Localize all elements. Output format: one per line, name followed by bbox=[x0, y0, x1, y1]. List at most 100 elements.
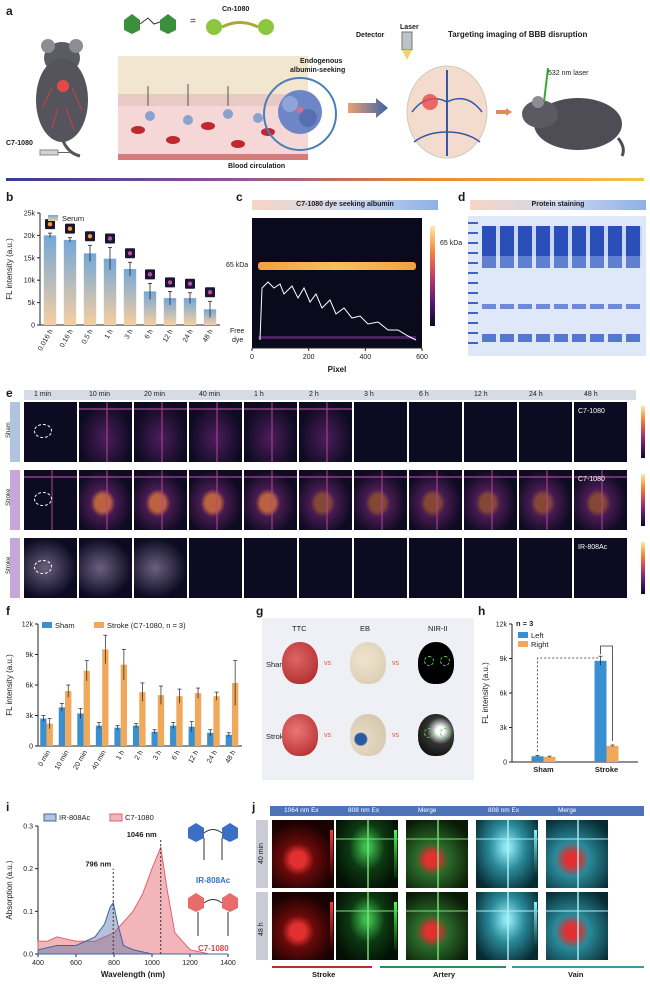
g-brain-image bbox=[282, 642, 318, 684]
h-ytick-label: 12k bbox=[496, 622, 508, 629]
b-ylabel: FL intensity (a.u.) bbox=[5, 238, 14, 300]
e-image-cell bbox=[79, 470, 132, 530]
panel-label-f: f bbox=[6, 604, 10, 618]
panel-label-i: i bbox=[6, 800, 10, 814]
f-xtick-label: 2 h bbox=[134, 749, 145, 761]
panel-d-title: Protein staining bbox=[470, 200, 646, 210]
detector-label: Detector bbox=[356, 32, 385, 39]
f-legend-swatch bbox=[42, 622, 52, 628]
panel-j-header bbox=[270, 806, 644, 816]
j-vessel-line bbox=[406, 910, 468, 912]
j-colorbar bbox=[394, 830, 397, 878]
e-vessel-line bbox=[600, 470, 603, 530]
c-xtick-label: 600 bbox=[416, 354, 428, 361]
f-ytick-label: 6k bbox=[26, 683, 34, 690]
e-image-cell bbox=[189, 402, 242, 462]
e-time-label: 10 min bbox=[89, 391, 111, 398]
j-image-cell bbox=[336, 892, 398, 960]
h-bar bbox=[606, 745, 619, 762]
g-brain-image bbox=[418, 714, 454, 756]
e-time-label: 40 min bbox=[199, 391, 221, 398]
e-time-label: 1 min bbox=[34, 391, 52, 398]
f-xtick-label: 24 h bbox=[206, 749, 219, 764]
f-bar bbox=[83, 670, 90, 746]
small-arrow-icon bbox=[496, 108, 512, 116]
ir808ac-structure-label: IR-808Ac bbox=[196, 876, 231, 885]
f-ytick-label: 9k bbox=[26, 652, 34, 659]
b-xtick-label: 0.016 h bbox=[37, 328, 55, 352]
b-thumb-dot bbox=[167, 280, 173, 285]
panel-label-d: d bbox=[458, 190, 466, 204]
g-brain-image bbox=[282, 714, 318, 756]
compound-cn-label: Cn-1080 bbox=[222, 6, 250, 13]
e-dye-label: IR-808Ac bbox=[578, 544, 608, 551]
b-thumb-dot bbox=[87, 234, 93, 239]
b-xtick-label: 24 h bbox=[182, 328, 195, 343]
i-series-area bbox=[37, 901, 228, 955]
mouse-illustration bbox=[36, 39, 88, 158]
i-xtick-label: 400 bbox=[32, 960, 44, 967]
e-roi-circle bbox=[34, 492, 52, 506]
i-legend-swatch bbox=[43, 813, 57, 822]
f-xtick-label: 10 min bbox=[54, 749, 71, 771]
g-brain-image bbox=[418, 642, 454, 684]
j-row-side-bar bbox=[256, 892, 268, 960]
f-ytick-label: 12k bbox=[22, 622, 34, 629]
h-legend-swatch bbox=[518, 632, 528, 638]
f-xtick-label: 3 h bbox=[152, 749, 163, 761]
f-bar bbox=[102, 649, 109, 746]
j-colorbar bbox=[330, 902, 333, 950]
b-xtick-label: 3 h bbox=[124, 328, 135, 340]
e-time-label: 20 min bbox=[144, 391, 166, 398]
i-xlabel: Wavelength (nm) bbox=[101, 970, 165, 979]
e-vessel-line bbox=[215, 470, 218, 530]
f-legend-swatch bbox=[94, 622, 104, 628]
protein-stain-gel-image bbox=[468, 216, 646, 356]
e-time-label: 24 h bbox=[529, 391, 543, 398]
b-ytick-label: 5k bbox=[28, 300, 36, 307]
e-time-label: 6 h bbox=[419, 391, 429, 398]
e-image-cell bbox=[244, 538, 297, 598]
h-bar bbox=[543, 756, 556, 762]
f-ytick-label: 3k bbox=[26, 713, 34, 720]
e-roi-circle bbox=[34, 560, 52, 574]
colorbar-c bbox=[430, 226, 435, 326]
g-roi-circle bbox=[424, 728, 434, 738]
j-image-cell bbox=[406, 820, 468, 888]
panel-label-c: c bbox=[236, 190, 243, 204]
f-ylabel: FL intensity (a.u.) bbox=[5, 654, 14, 716]
f-legend-label: Sham bbox=[55, 621, 75, 630]
f-xtick-label: 0 min bbox=[37, 749, 52, 767]
e-image-cell bbox=[299, 402, 352, 462]
e-vessel-line bbox=[545, 470, 548, 530]
e-colorbar bbox=[641, 474, 645, 526]
f-bar bbox=[151, 731, 158, 746]
e-dye-label: C7-1080 bbox=[578, 408, 605, 415]
magnify-circle bbox=[263, 77, 337, 151]
b-thumb-dot bbox=[67, 226, 73, 231]
e-vessel-line bbox=[270, 402, 273, 462]
j-vessel-line bbox=[546, 838, 608, 840]
e-time-label: 48 h bbox=[584, 391, 598, 398]
panel-e-time-header bbox=[24, 390, 636, 400]
panel-label-a: a bbox=[6, 4, 13, 18]
b-bar bbox=[183, 298, 197, 325]
b-ytick-label: 25k bbox=[24, 211, 36, 218]
b-ytick-label: 15k bbox=[24, 255, 36, 262]
c-xlabel: Pixel bbox=[328, 365, 347, 374]
e-vessel-line bbox=[490, 470, 493, 530]
h-xtick-label: Sham bbox=[533, 765, 554, 774]
free-dye-label-1: Free bbox=[230, 328, 245, 335]
f-bar bbox=[139, 692, 146, 746]
f-xtick-label: 20 min bbox=[73, 749, 90, 771]
e-vessel-line bbox=[105, 470, 108, 530]
h-legend-label: Right bbox=[531, 640, 549, 649]
e-row-side-bar bbox=[10, 538, 20, 598]
b-bar bbox=[43, 235, 57, 325]
i-ytick-label: 0.0 bbox=[23, 952, 33, 959]
f-legend-label: Stroke (C7-1080, n = 3) bbox=[107, 621, 186, 630]
f-bar bbox=[46, 723, 53, 746]
i-ytick-label: 0.1 bbox=[23, 909, 33, 916]
e-image-cell bbox=[409, 470, 462, 530]
e-image-cell bbox=[464, 470, 517, 530]
